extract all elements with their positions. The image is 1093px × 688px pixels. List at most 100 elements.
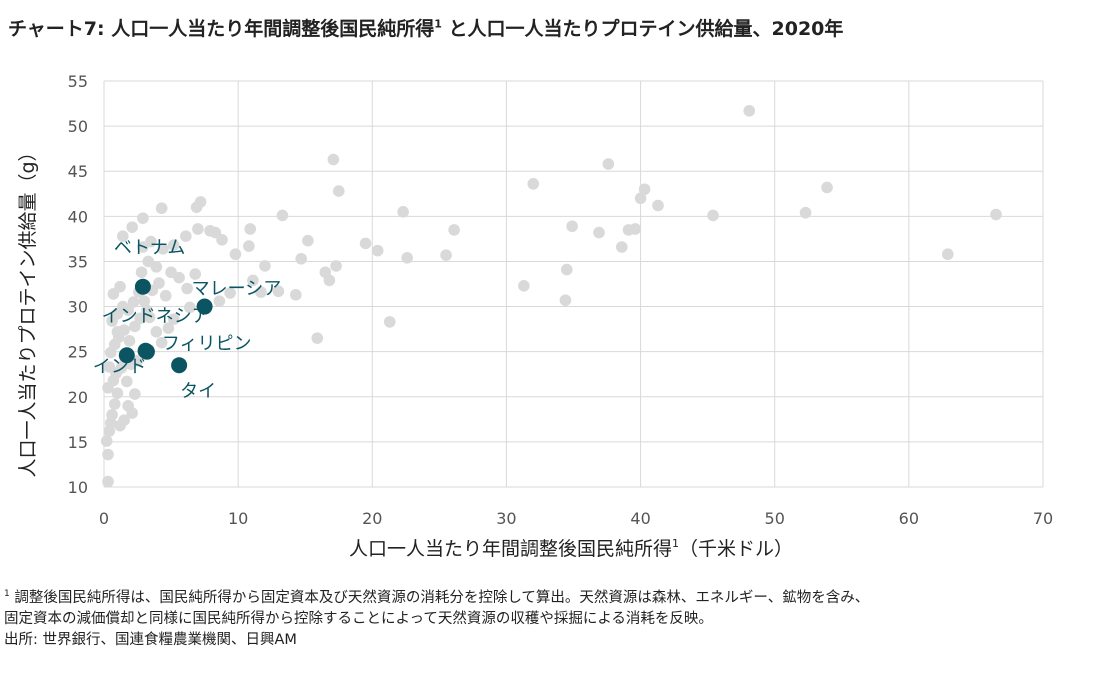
- country-label: タイ: [180, 381, 216, 402]
- data-point: [102, 475, 114, 488]
- data-point: [155, 202, 168, 215]
- y-tick-label: 50: [68, 117, 88, 136]
- data-point: [114, 280, 126, 293]
- data-point: [290, 289, 302, 301]
- y-tick-label: 15: [68, 433, 88, 452]
- data-point: [359, 237, 372, 250]
- y-tick-label: 45: [68, 162, 88, 181]
- data-point: [138, 295, 151, 307]
- highlight-point: [134, 278, 151, 295]
- data-point: [397, 206, 409, 218]
- data-point: [799, 206, 812, 219]
- data-point: [255, 286, 267, 298]
- data-point: [259, 260, 271, 272]
- data-point: [332, 185, 345, 197]
- x-tick-label: 30: [496, 509, 516, 528]
- scatter-chart: 10 15 20 25 30 35 40 45 50 55 0 10 20 30 40 50 60 70 ベトナム…: [17, 72, 1054, 560]
- data-point: [243, 240, 255, 252]
- highlight-point: [196, 298, 213, 315]
- x-axis-title: 人口一人当たり年間調整後国民純所得1（千米ドル）: [349, 537, 793, 560]
- data-point: [593, 226, 605, 239]
- y-tick-label: 25: [68, 343, 88, 362]
- data-point: [162, 322, 175, 335]
- data-point: [559, 294, 572, 307]
- data-point: [111, 326, 124, 338]
- data-point: [116, 230, 129, 242]
- x-tick-label: 40: [630, 509, 650, 528]
- data-point: [213, 295, 226, 307]
- data-point: [118, 414, 130, 427]
- chart-title: チャート7: 人口一人当たり年間調整後国民純所得1 と人口一人当たりプロテイン供…: [8, 17, 844, 40]
- data-point: [102, 448, 114, 461]
- data-point: [153, 277, 165, 289]
- data-point: [602, 158, 615, 170]
- x-tick-label: 70: [1033, 509, 1053, 528]
- tick-labels: 10 15 20 25 30 35 40 45 50 55 0 10 20 30 40 50 60 70: [68, 72, 1054, 528]
- data-point: [323, 274, 336, 287]
- y-tick-label: 10: [68, 478, 88, 497]
- highlight-point: [171, 357, 188, 374]
- data-point: [247, 274, 259, 287]
- data-point: [108, 398, 121, 410]
- data-point: [224, 287, 236, 299]
- data-point: [527, 178, 540, 190]
- data-point: [126, 221, 138, 233]
- data-point: [173, 271, 185, 284]
- data-point: [652, 199, 664, 212]
- footnote-line-3: 出所: 世界銀行、国連食糧農業機関、日興AM: [4, 631, 297, 648]
- x-tick-label: 50: [765, 509, 785, 528]
- grid-lines: [103, 80, 1044, 488]
- data-point: [229, 248, 242, 261]
- data-point: [295, 252, 307, 265]
- y-tick-label: 35: [68, 252, 88, 271]
- data-point: [707, 209, 719, 222]
- data-point: [155, 336, 168, 349]
- data-point: [638, 183, 651, 196]
- footnote-line-1: 1 調整後国民純所得は、国民純所得から固定資本及び天然資源の消耗分を控除して算出…: [4, 589, 870, 606]
- data-point: [244, 223, 257, 235]
- x-tick-label: 20: [362, 509, 382, 528]
- data-point: [566, 220, 578, 233]
- y-axis-title: 人口一人当たりプロテイン供給量（g）: [17, 142, 39, 477]
- background-points: [100, 104, 1002, 488]
- data-point: [311, 332, 324, 344]
- data-point: [141, 304, 153, 316]
- data-point: [302, 234, 314, 247]
- y-tick-label: 55: [68, 72, 88, 91]
- data-point: [371, 244, 384, 257]
- data-point: [121, 375, 133, 388]
- data-point: [145, 235, 157, 248]
- data-point: [150, 261, 163, 273]
- country-label: ベトナム: [114, 238, 185, 259]
- country-label: インド: [93, 356, 147, 377]
- data-point: [131, 354, 144, 367]
- data-point: [129, 388, 141, 400]
- data-point: [180, 230, 192, 242]
- y-tick-label: 30: [68, 298, 88, 317]
- data-point: [615, 241, 628, 253]
- data-point: [189, 268, 202, 280]
- data-point: [990, 208, 1002, 221]
- data-point: [272, 285, 285, 298]
- country-label: フィリピン: [162, 334, 252, 355]
- data-point: [167, 313, 180, 325]
- data-point: [103, 361, 116, 373]
- data-point: [100, 435, 113, 447]
- data-point: [134, 312, 147, 325]
- data-point: [941, 248, 954, 261]
- data-point: [106, 409, 118, 421]
- data-point: [192, 223, 204, 235]
- data-point: [127, 296, 140, 308]
- data-point: [629, 223, 642, 235]
- country-label: インドネシア: [102, 306, 210, 327]
- data-point: [821, 181, 833, 194]
- y-tick-label: 40: [68, 207, 88, 226]
- data-point: [184, 301, 196, 314]
- data-point: [150, 326, 163, 338]
- x-tick-label: 10: [228, 509, 248, 528]
- data-point: [126, 407, 138, 419]
- data-point: [167, 239, 180, 252]
- data-point: [327, 153, 340, 166]
- data-point: [276, 209, 289, 222]
